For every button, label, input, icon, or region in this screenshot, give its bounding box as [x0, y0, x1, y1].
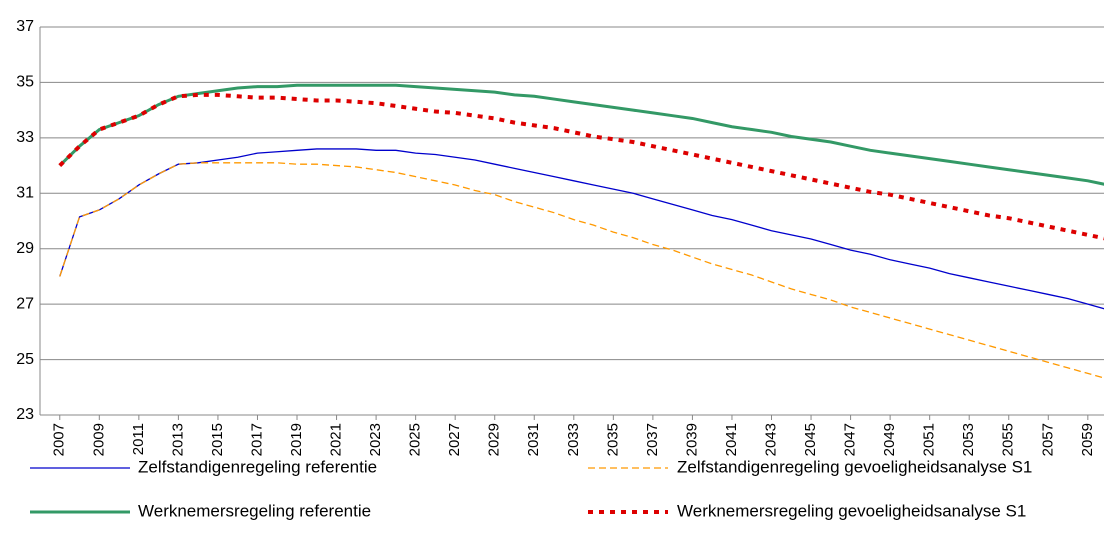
- x-tick-label: 2035: [604, 423, 621, 456]
- series-line: [59, 162, 1104, 379]
- x-tick-label: 2051: [921, 423, 938, 456]
- x-tick-label: 2023: [367, 423, 384, 456]
- y-tick-label: 31: [16, 185, 34, 202]
- x-tick-label: 2009: [90, 423, 107, 456]
- x-tick-label: 2033: [565, 423, 582, 456]
- series-line: [59, 148, 1104, 310]
- x-tick-label: 2055: [1000, 423, 1017, 456]
- y-tick-label: 37: [16, 18, 34, 35]
- y-tick-label: 29: [16, 240, 34, 257]
- x-tick-label: 2015: [209, 423, 226, 456]
- x-tick-label: 2045: [802, 423, 819, 456]
- y-tick-label: 25: [16, 351, 34, 368]
- x-tick-label: 2031: [525, 423, 542, 456]
- y-tick-label: 27: [16, 295, 34, 312]
- x-tick-label: 2039: [683, 423, 700, 456]
- x-tick-label: 2017: [248, 423, 265, 456]
- x-tick-label: 2047: [842, 423, 859, 456]
- legend-label: Zelfstandigenregeling gevoeligheidsanaly…: [677, 457, 1032, 476]
- x-tick-label: 2007: [51, 423, 68, 456]
- y-tick-label: 33: [16, 129, 34, 146]
- x-tick-label: 2011: [130, 423, 147, 455]
- legend-label: Werknemersregeling referentie: [138, 501, 371, 520]
- x-tick-label: 2037: [644, 423, 661, 456]
- x-tick-label: 2053: [960, 423, 977, 456]
- x-tick-label: 2025: [407, 423, 424, 456]
- legend-label: Zelfstandigenregeling referentie: [138, 457, 377, 476]
- x-tick-label: 2021: [328, 423, 345, 456]
- y-tick-label: 23: [16, 406, 34, 423]
- series-line: [58, 83, 1104, 186]
- y-tick-label: 35: [16, 74, 34, 91]
- x-tick-label: 2013: [169, 423, 186, 456]
- legend-label: Werknemersregeling gevoeligheidsanalyse …: [677, 501, 1026, 520]
- x-tick-label: 2019: [288, 423, 305, 456]
- x-tick-label: 2059: [1079, 423, 1096, 456]
- x-tick-label: 2043: [762, 423, 779, 456]
- x-tick-label: 2041: [723, 423, 740, 456]
- x-tick-label: 2049: [881, 423, 898, 456]
- x-tick-label: 2029: [486, 423, 503, 456]
- x-tick-label: 2057: [1039, 423, 1056, 456]
- series-line: [58, 92, 1104, 241]
- x-tick-label: 2027: [446, 423, 463, 456]
